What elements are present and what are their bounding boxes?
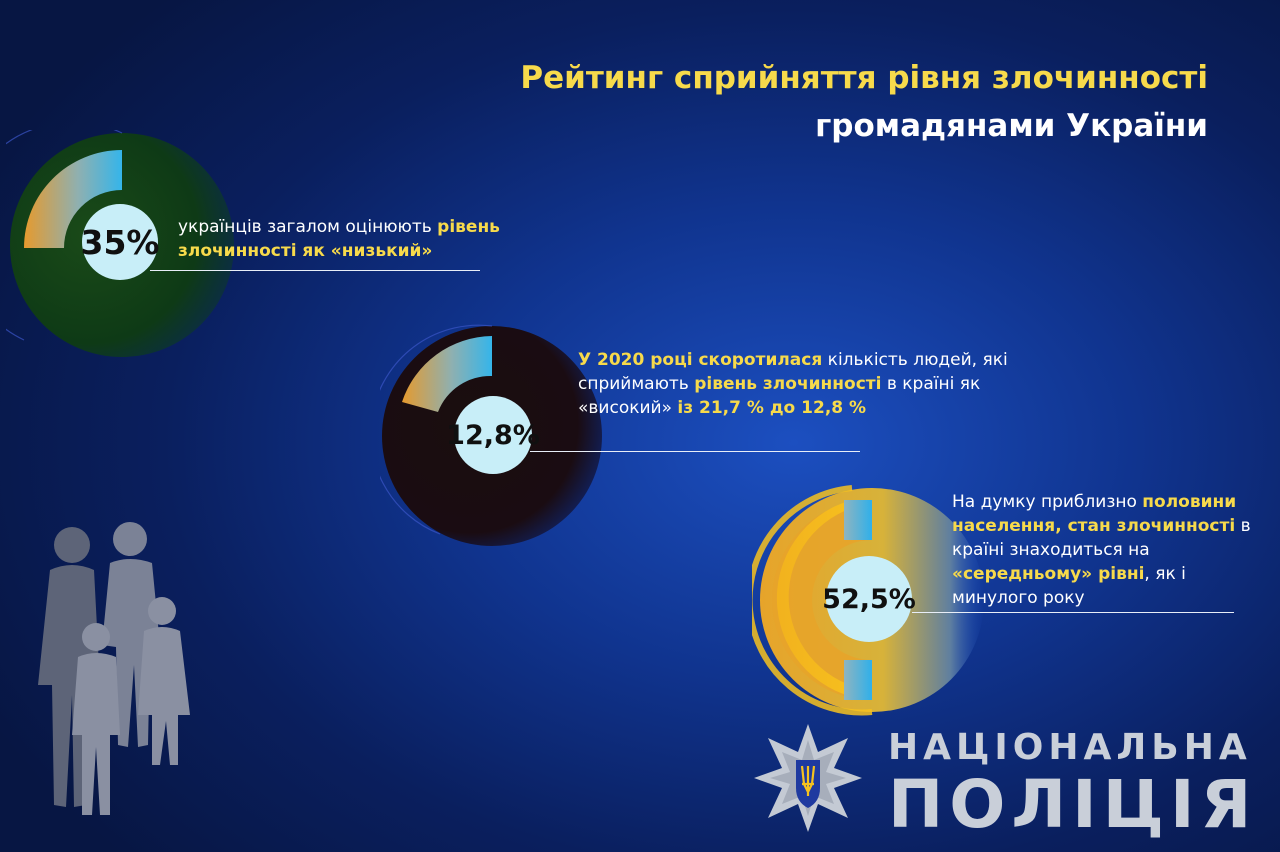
stat-value-high: 12,8%: [446, 396, 540, 474]
police-logo-text: НАЦІОНАЛЬНА ПОЛІЦІЯ: [888, 728, 1257, 840]
stat-value-low: 35%: [81, 204, 160, 280]
stat-text-highlight: із 21,7 % до 12,8 %: [677, 398, 867, 418]
stat-text-plain: кількість людей, які сприймають: [578, 350, 1008, 394]
police-star-trident-icon: [754, 724, 862, 832]
family-silhouette-icon: [38, 522, 190, 815]
stat-text-highlight: У 2020 році скоротилася: [578, 350, 823, 370]
donut-arc: [402, 336, 492, 412]
stat-text-plain: , як і минулого року: [952, 564, 1186, 608]
stat-text-low: українців загалом оцінюють рівень злочин…: [178, 215, 538, 263]
stat-text-highlight: рівень злочинності як «низький»: [178, 217, 500, 261]
stat-text-plain: в країні знаходиться на: [952, 516, 1251, 560]
stat-text-highlight: половини населення, стан злочинності: [952, 492, 1237, 536]
divider-line: [530, 451, 860, 452]
stat-text-plain: в країні як «високий»: [578, 374, 981, 418]
stat-text-highlight: рівень злочинності: [694, 374, 882, 394]
stat-text-plain: На думку приблизно: [952, 492, 1143, 512]
donut-arc: [24, 150, 122, 248]
stat-text-high: У 2020 році скоротилася кількість людей,…: [578, 348, 1028, 420]
title-line-2: громадянами України: [815, 108, 1208, 144]
divider-line: [150, 270, 480, 271]
page-title: Рейтинг сприйняття рівня злочинності гро…: [520, 54, 1208, 150]
divider-line: [912, 612, 1234, 613]
logo-line-1: НАЦІОНАЛЬНА: [888, 727, 1252, 768]
stat-value-medium: 52,5%: [822, 556, 916, 642]
title-line-1: Рейтинг сприйняття рівня злочинності: [520, 60, 1208, 96]
stat-text-plain: українців загалом оцінюють: [178, 217, 438, 237]
stat-text-medium: На думку приблизно половини населення, с…: [952, 490, 1262, 610]
logo-line-2: ПОЛІЦІЯ: [888, 766, 1258, 843]
stat-text-highlight: «середньому» рівні: [952, 564, 1145, 584]
